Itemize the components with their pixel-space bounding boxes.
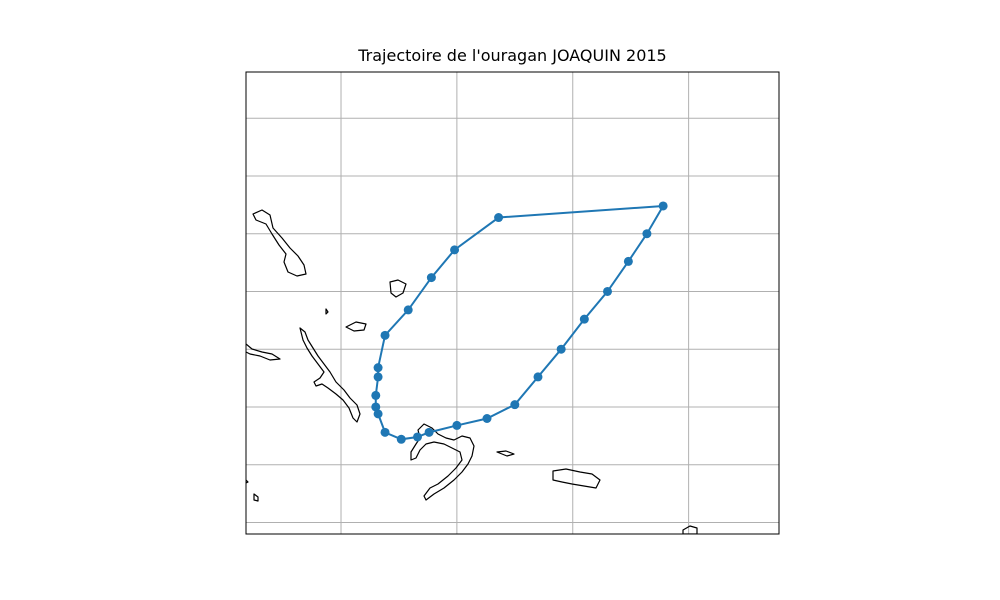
coastlines [246, 209, 698, 534]
track-point [642, 229, 652, 239]
track-point [533, 372, 543, 382]
track-line [374, 204, 665, 441]
coastline-islet [253, 493, 259, 502]
track-point [373, 409, 383, 419]
track-point [426, 273, 436, 283]
coastline-bermuda-islet [389, 279, 407, 298]
track-point [579, 314, 589, 324]
coastline-islet [345, 321, 367, 332]
coastline-hispaniola [410, 423, 475, 501]
coastline-islet [246, 479, 249, 484]
track-point [623, 256, 633, 266]
track-point [371, 390, 381, 400]
track-point [510, 400, 520, 410]
track-point [450, 245, 460, 255]
track-point [658, 201, 668, 211]
map-frame [245, 71, 780, 535]
track-point [556, 344, 566, 354]
track-point [452, 420, 462, 430]
track-point [380, 330, 390, 340]
track-point [371, 402, 381, 412]
track-point [424, 427, 434, 437]
track-point [412, 432, 422, 442]
coastline-lesser-antilles [682, 525, 698, 534]
track-point [380, 427, 390, 437]
hurricane-track [371, 201, 668, 444]
track-point [373, 372, 383, 382]
coastline-islet [325, 308, 329, 315]
track-point [373, 363, 383, 373]
track-point [482, 414, 492, 423]
graticule [246, 72, 779, 534]
coastline-cat-island [299, 327, 361, 423]
track-point [494, 213, 504, 223]
coastline-cuba-fragment [246, 343, 281, 361]
track-point [403, 305, 413, 315]
coastline-puerto-rico [552, 468, 601, 489]
track-point [603, 286, 613, 296]
coastline-islet [496, 450, 515, 457]
coastline-abaco-island [252, 209, 307, 277]
map-title: Trajectoire de l'ouragan JOAQUIN 2015 [358, 46, 667, 65]
track-point [396, 434, 406, 444]
